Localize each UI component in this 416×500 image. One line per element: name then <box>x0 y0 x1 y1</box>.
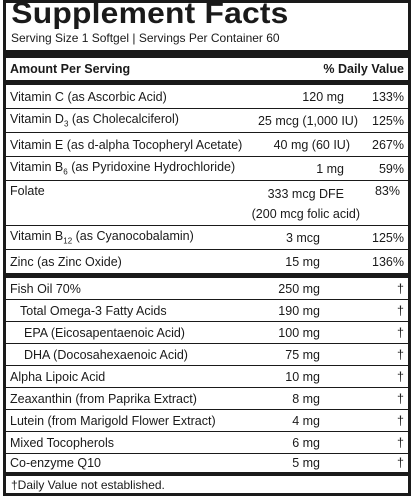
serving-info: Serving Size 1 Softgel | Servings Per Co… <box>11 31 280 45</box>
nutrient-amount: 1 mg <box>316 161 344 176</box>
ingredient-row: Co-enzyme Q10 5 mg † <box>6 454 408 476</box>
nutrient-name: Vitamin B6 (as Pyridoxine Hydrochloride) <box>10 160 236 177</box>
ingredient-dv: † <box>397 325 404 340</box>
ingredient-dv: † <box>397 435 404 450</box>
nutrient-row: Zinc (as Zinc Oxide) 15 mg 136% <box>6 250 408 274</box>
footnote: †Daily Value not established. <box>11 478 165 492</box>
nutrient-row: Vitamin B6 (as Pyridoxine Hydrochloride)… <box>6 157 408 181</box>
other-ingredients-list: Fish Oil 70% 250 mg † Total Omega-3 Fatty A… <box>6 278 408 476</box>
ingredient-name: Lutein (from Marigold Flower Extract) <box>10 413 216 428</box>
ingredient-dv: † <box>397 303 404 318</box>
ingredient-row: DHA (Docosahexaenoic Acid) 75 mg † <box>6 344 408 366</box>
ingredient-name: Co-enzyme Q10 <box>10 456 102 470</box>
nutrient-dv: 59% <box>378 161 404 176</box>
nutrient-dv: 133% <box>372 89 404 104</box>
nutrient-dv: 125% <box>372 113 404 128</box>
nutrient-row: Vitamin E (as d-alpha Tocopheryl Acetate… <box>6 133 408 157</box>
nutrient-row: Vitamin B12 (as Cyanocobalamin) 3 mcg 12… <box>6 226 408 250</box>
ingredient-row: EPA (Eicosapentaenoic Acid) 100 mg † <box>6 322 408 344</box>
ingredient-name: DHA (Docosahexaenoic Acid) <box>24 347 188 362</box>
amount-per-serving-header: Amount Per Serving <box>10 62 131 76</box>
ingredient-name: EPA (Eicosapentaenoic Acid) <box>24 325 185 340</box>
ingredient-dv: † <box>397 391 404 406</box>
ingredient-amount: 5 mg <box>292 456 320 470</box>
nutrient-amount: 25 mcg (1,000 IU) <box>257 113 358 128</box>
ingredient-name: Zeaxanthin (from Paprika Extract) <box>10 391 197 406</box>
ingredient-amount: 75 mg <box>285 347 320 362</box>
nutrient-name: Folate <box>10 184 45 198</box>
ingredient-row: Alpha Lipoic Acid 10 mg † <box>6 366 408 388</box>
ingredient-amount: 8 mg <box>292 391 320 406</box>
nutrient-amount-block: 333 mcg DFE (200 mcg folic acid) <box>214 184 404 224</box>
nutrient-name: Zinc (as Zinc Oxide) <box>10 254 122 269</box>
ingredient-dv: † <box>397 347 404 362</box>
ingredient-amount: 10 mg <box>285 369 320 384</box>
ingredient-amount: 6 mg <box>292 435 320 450</box>
ingredient-name: Mixed Tocopherols <box>10 435 114 450</box>
nutrient-row-folate: Folate 333 mcg DFE (200 mcg folic acid) … <box>6 181 408 226</box>
nutrient-amount-detail: (200 mcg folic acid) <box>251 207 360 221</box>
ingredient-row: Mixed Tocopherols 6 mg † <box>6 432 408 454</box>
ingredient-row: Total Omega-3 Fatty Acids 190 mg † <box>6 300 408 322</box>
nutrient-name: Vitamin D3 (as Cholecalciferol) <box>10 112 179 129</box>
ingredient-amount: 250 mg <box>278 281 320 296</box>
nutrient-name: Vitamin E (as d-alpha Tocopheryl Acetate… <box>10 137 243 152</box>
nutrient-amount: 120 mg <box>302 89 344 104</box>
nutrient-row: Vitamin C (as Ascorbic Acid) 120 mg 133% <box>6 85 408 109</box>
ingredient-amount: 100 mg <box>278 325 320 340</box>
daily-value-header: % Daily Value <box>323 62 404 76</box>
nutrient-dv: 267% <box>372 137 404 152</box>
header-row: Amount Per Serving % Daily Value <box>6 58 408 81</box>
nutrient-name: Vitamin C (as Ascorbic Acid) <box>10 89 167 104</box>
nutrient-amount: 333 mcg DFE <box>267 187 344 201</box>
ingredient-amount: 4 mg <box>292 413 320 428</box>
panel-title: Supplement Facts <box>11 0 289 30</box>
nutrient-amount: 15 mg <box>285 254 320 269</box>
nutrient-dv: 83% <box>374 184 400 198</box>
ingredient-name: Fish Oil 70% <box>10 281 81 296</box>
ingredient-dv: † <box>397 369 404 384</box>
ingredient-row: Fish Oil 70% 250 mg † <box>6 278 408 300</box>
thick-divider <box>6 50 408 58</box>
ingredient-row: Zeaxanthin (from Paprika Extract) 8 mg † <box>6 388 408 410</box>
mid-divider <box>6 81 408 85</box>
mid-divider <box>6 274 408 278</box>
nutrient-dv: 136% <box>372 254 404 269</box>
nutrient-amount: 3 mcg <box>285 230 320 245</box>
ingredient-amount: 190 mg <box>278 303 320 318</box>
supplement-facts-panel: Supplement Facts Serving Size 1 Softgel … <box>3 0 411 496</box>
ingredient-dv: † <box>397 281 404 296</box>
nutrient-amount: 40 mg (60 IU) <box>273 137 350 152</box>
nutrient-dv: 125% <box>372 230 404 245</box>
nutrient-name: Vitamin B12 (as Cyanocobalamin) <box>10 229 194 246</box>
ingredient-dv: † <box>397 456 404 470</box>
ingredient-dv: † <box>397 413 404 428</box>
ingredient-name: Alpha Lipoic Acid <box>10 369 106 384</box>
nutrient-row: Vitamin D3 (as Cholecalciferol) 25 mcg (… <box>6 109 408 133</box>
ingredient-name: Total Omega-3 Fatty Acids <box>20 303 167 318</box>
ingredient-row: Lutein (from Marigold Flower Extract) 4 m… <box>6 410 408 432</box>
